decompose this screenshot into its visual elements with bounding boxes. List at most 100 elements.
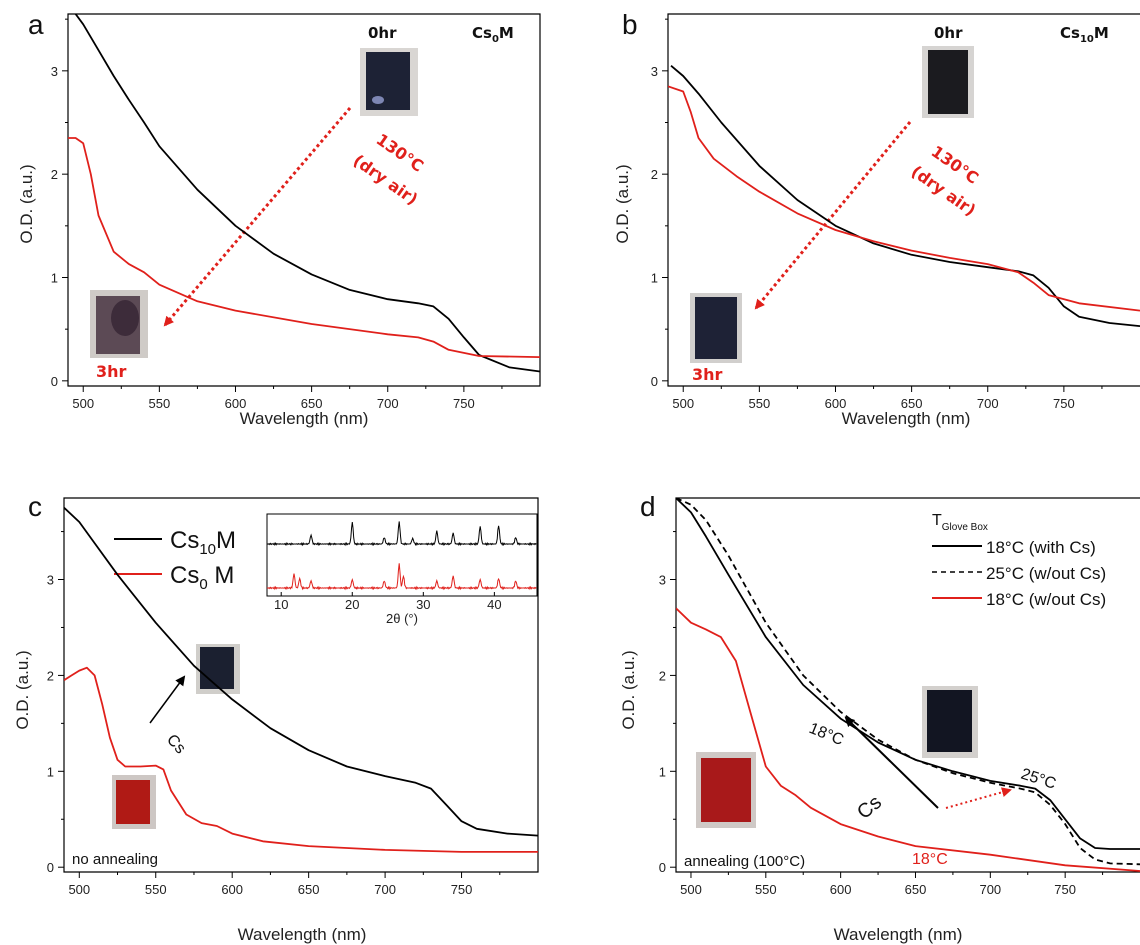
x-axis-label-c: Wavelength (nm) <box>238 925 367 944</box>
x-tick-label-d: 700 <box>979 882 1001 897</box>
x-tick-label-c: 500 <box>68 882 90 897</box>
y-tick-label-c: 0 <box>47 860 54 875</box>
panel-d: d O.D. (a.u.) Wavelength (nm) TGlove Box… <box>619 491 1140 944</box>
y-axis-label-b: O.D. (a.u.) <box>613 164 632 243</box>
series-line-a-1 <box>68 137 540 358</box>
y-tick-label-c: 1 <box>47 764 54 779</box>
y-tick-label-a: 0 <box>51 374 58 389</box>
legend-title-d: TGlove Box <box>932 512 988 533</box>
sample-photo-d-black <box>922 686 978 758</box>
x-tick-label-a: 500 <box>72 396 94 411</box>
y-tick-label-d: 1 <box>659 764 666 779</box>
x-axis-label-d: Wavelength (nm) <box>834 925 963 944</box>
y-axis-label-c: O.D. (a.u.) <box>13 650 32 729</box>
x-tick-label-c: 600 <box>221 882 243 897</box>
y-tick-label-c: 3 <box>47 573 54 588</box>
series-line-d-0 <box>676 498 1140 850</box>
xrd-x-tick-label: 20 <box>345 597 359 612</box>
panel-a: a O.D. (a.u.) Wavelength (nm) 0hr Cs0M 1… <box>17 9 541 428</box>
x-tick-label-d: 650 <box>905 882 927 897</box>
panel-label-d: d <box>640 491 656 522</box>
xrd-trace-red <box>267 563 537 591</box>
plot-frame-b <box>667 13 1140 387</box>
x-tick-label-b: 600 <box>825 396 847 411</box>
x-tick-label-a: 550 <box>149 396 171 411</box>
y-axis-label-a: O.D. (a.u.) <box>17 164 36 243</box>
label-18-red-d: 18°C <box>912 851 948 868</box>
x-tick-label-c: 700 <box>374 882 396 897</box>
y-tick-label-c: 2 <box>47 668 54 683</box>
y-tick-label-b: 1 <box>651 271 658 286</box>
y-tick-label-d: 2 <box>659 668 666 683</box>
time-label-3hr-a: 3hr <box>96 362 127 381</box>
legend-label-c-1: Cs0 M <box>170 562 234 593</box>
x-tick-label-a: 650 <box>301 396 323 411</box>
x-axis-label-a: Wavelength (nm) <box>240 409 369 428</box>
panel-b: b O.D. (a.u.) Wavelength (nm) 0hr Cs10M … <box>613 9 1140 428</box>
plot-frame-d <box>675 497 1140 873</box>
sample-photo-3hr-a <box>90 290 148 358</box>
cs-label-d: Cs <box>853 791 886 824</box>
sample-photo-0hr-b <box>922 46 974 118</box>
heat-arrow-d <box>945 787 1012 809</box>
x-tick-label-d: 500 <box>680 882 702 897</box>
plot-frame-c <box>63 497 539 873</box>
xrd-trace-black <box>267 521 537 547</box>
series-line-c-0 <box>64 506 538 837</box>
y-tick-label-d: 3 <box>659 573 666 588</box>
x-tick-label-d: 600 <box>830 882 852 897</box>
y-tick-label-d: 0 <box>659 860 666 875</box>
x-tick-label-b: 500 <box>672 396 694 411</box>
legend-label-c-0: Cs10M <box>170 527 236 558</box>
x-tick-label-b: 700 <box>977 396 999 411</box>
sample-label-a: Cs0M <box>472 24 514 45</box>
plot-frame-a <box>67 13 541 387</box>
xrd-x-tick-label: 30 <box>416 597 430 612</box>
y-tick-label-a: 3 <box>51 64 58 79</box>
x-axis-label-b: Wavelength (nm) <box>842 409 971 428</box>
sample-photo-0hr-a <box>360 48 418 116</box>
xrd-x-tick-label: 10 <box>274 597 288 612</box>
y-tick-label-a: 2 <box>51 167 58 182</box>
panel-c: c O.D. (a.u.) Wavelength (nm) Cs10M Cs0 … <box>13 491 539 944</box>
x-tick-label-a: 700 <box>377 396 399 411</box>
time-label-0hr-b: 0hr <box>934 24 963 42</box>
x-tick-label-b: 550 <box>749 396 771 411</box>
x-tick-label-c: 650 <box>298 882 320 897</box>
xrd-inset-xlabel: 2θ (°) <box>386 611 418 626</box>
note-d: annealing (100°C) <box>684 853 805 870</box>
xrd-x-tick-label: 40 <box>487 597 501 612</box>
note-c: no annealing <box>72 851 158 868</box>
legend-label-d-0: 18°C (with Cs) <box>986 538 1096 557</box>
sample-photo-d-red <box>696 752 756 828</box>
label-18-d: 18°C <box>807 720 847 749</box>
series-line-b-1 <box>668 85 1140 312</box>
y-tick-label-a: 1 <box>51 271 58 286</box>
y-tick-label-b: 3 <box>651 64 658 79</box>
cs-arrow-d <box>844 716 939 809</box>
xrd-inset: 2θ (°) 10 20 30 40 <box>266 513 538 626</box>
x-tick-label-a: 750 <box>453 396 475 411</box>
cs-arrow-c <box>149 675 186 724</box>
sample-label-b: Cs10M <box>1060 24 1109 45</box>
x-tick-label-c: 750 <box>451 882 473 897</box>
series-line-b-0 <box>670 65 1140 327</box>
x-tick-label-a: 600 <box>225 396 247 411</box>
series-line-d-2 <box>676 607 1140 872</box>
series-line-d-1 <box>676 498 1140 866</box>
legend-c: Cs10M Cs0 M <box>114 527 236 593</box>
time-label-3hr-b: 3hr <box>692 365 723 384</box>
heating-arrow-b <box>754 121 912 310</box>
y-axis-label-d: O.D. (a.u.) <box>619 650 638 729</box>
panel-label-c: c <box>28 491 42 522</box>
sample-photo-c-black <box>196 644 240 694</box>
x-tick-label-c: 550 <box>145 882 167 897</box>
sample-photo-c-red <box>112 775 156 829</box>
legend-d: TGlove Box 18°C (with Cs) 25°C (w/out Cs… <box>932 512 1106 609</box>
x-tick-label-d: 750 <box>1054 882 1076 897</box>
cs-label-c: Cs <box>163 731 189 757</box>
y-tick-label-b: 0 <box>651 374 658 389</box>
y-tick-label-b: 2 <box>651 167 658 182</box>
x-tick-label-b: 750 <box>1053 396 1075 411</box>
